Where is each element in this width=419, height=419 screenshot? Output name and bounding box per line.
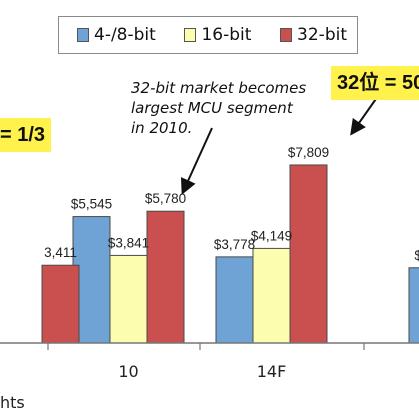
data-label: $3,778 — [214, 237, 255, 252]
annotation-line: in 2010. — [131, 119, 193, 137]
legend-swatch-4-8-bit — [77, 28, 89, 42]
bar-32-bit — [146, 210, 185, 344]
bar-32-bit — [289, 164, 328, 344]
legend-item-4-8-bit: 4-/8-bit — [77, 25, 156, 45]
data-label: 3,411 — [44, 245, 77, 260]
data-label: $3,841 — [108, 235, 149, 250]
legend-item-32-bit: 32-bit — [280, 25, 347, 45]
bar-16-bit — [109, 254, 148, 344]
legend-label-4-8-bit: 4-/8-bit — [94, 25, 156, 45]
bar-4-8-bit — [215, 256, 254, 344]
annotation-line: largest MCU segment — [131, 99, 293, 117]
legend-item-16-bit: 16-bit — [184, 25, 251, 45]
chart-legend: 4-/8-bit 16-bit 32-bit — [58, 16, 358, 54]
bar-16-bit — [252, 247, 291, 344]
annotation-arrow — [180, 127, 213, 195]
market-annotation: 32-bit market becomes largest MCU segmen… — [131, 78, 306, 138]
footnote-text: hts — [0, 393, 25, 412]
annotation-line: 32-bit market becomes — [131, 79, 307, 97]
callout-arrow — [350, 95, 379, 136]
x-tick-label: 14F — [257, 362, 287, 381]
data-label: $3,3 — [414, 248, 419, 263]
callout-right: 32位 = 50 — [331, 66, 419, 100]
data-label: $5,545 — [71, 197, 112, 212]
bar-32-bit — [41, 264, 80, 344]
legend-swatch-32-bit — [280, 28, 293, 42]
x-tick-label: 10 — [118, 362, 138, 381]
legend-swatch-16-bit — [184, 28, 197, 42]
callout-left: = 1/3 — [0, 118, 52, 152]
data-label: $4,149 — [251, 228, 292, 243]
legend-label-32-bit: 32-bit — [297, 25, 347, 45]
data-label: $5,780 — [145, 191, 186, 206]
bar-4-8-bit — [408, 267, 419, 344]
data-label: $7,809 — [288, 145, 329, 160]
legend-label-16-bit: 16-bit — [201, 25, 252, 45]
